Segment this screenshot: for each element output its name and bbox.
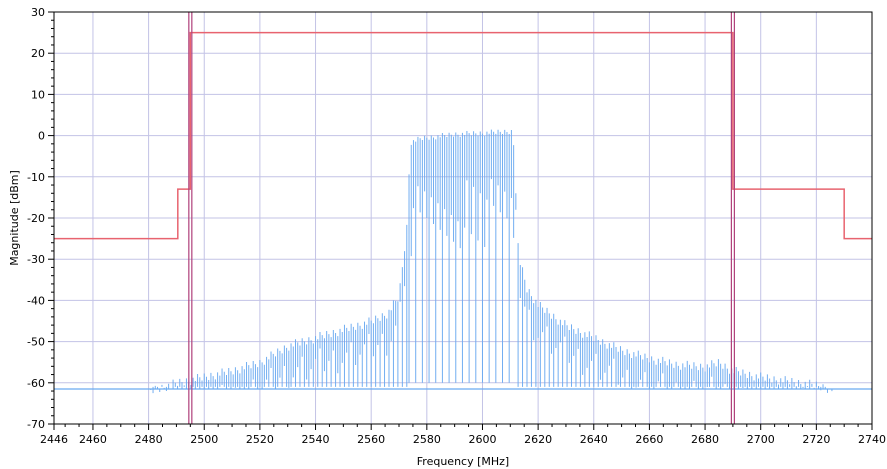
y-tick-label: -70 [27, 418, 45, 431]
x-tick-label: 2520 [246, 433, 274, 446]
x-tick-label: 2620 [524, 433, 552, 446]
spectrum-trace [150, 129, 833, 394]
y-tick-label: -20 [27, 212, 45, 225]
x-tick-label: 2460 [79, 433, 107, 446]
y-axis: 30 20 10 0 -10 -20 -30 -40 -50 -60 -70 [27, 6, 54, 431]
x-tick-label: 2640 [580, 433, 608, 446]
x-tick-label: 2700 [747, 433, 775, 446]
x-tick-label: 2600 [468, 433, 496, 446]
mask-series [54, 31, 872, 240]
x-tick-label: 2560 [357, 433, 385, 446]
y-tick-label: -40 [27, 294, 45, 307]
y-tick-label: -30 [27, 253, 45, 266]
y-tick-label: -60 [27, 377, 45, 390]
grid-lines [54, 12, 872, 424]
y-tick-label: 10 [31, 88, 45, 101]
x-tick-label: 2680 [691, 433, 719, 446]
spectrum-series [150, 129, 833, 394]
x-tick-label: 2480 [135, 433, 163, 446]
x-tick-label: 2446 [40, 433, 68, 446]
x-tick-label: 2500 [190, 433, 218, 446]
x-tick-label: 2740 [858, 433, 886, 446]
x-tick-label: 2580 [413, 433, 441, 446]
x-axis-label: Frequency [MHz] [417, 455, 509, 468]
frequency-markers [188, 12, 735, 424]
y-tick-label: 0 [38, 130, 45, 143]
y-tick-label: -10 [27, 171, 45, 184]
y-tick-label: 20 [31, 47, 45, 60]
x-axis: 2446 2460 2480 2500 2520 2540 2560 2580 2600 2620… [40, 424, 886, 446]
y-tick-label: 30 [31, 6, 45, 19]
x-tick-label: 2720 [802, 433, 830, 446]
y-axis-label: Magnitude [dBm] [8, 170, 21, 266]
x-tick-label: 2660 [635, 433, 663, 446]
y-tick-label: -50 [27, 336, 45, 349]
mask-line [54, 31, 872, 240]
x-tick-label: 2540 [302, 433, 330, 446]
